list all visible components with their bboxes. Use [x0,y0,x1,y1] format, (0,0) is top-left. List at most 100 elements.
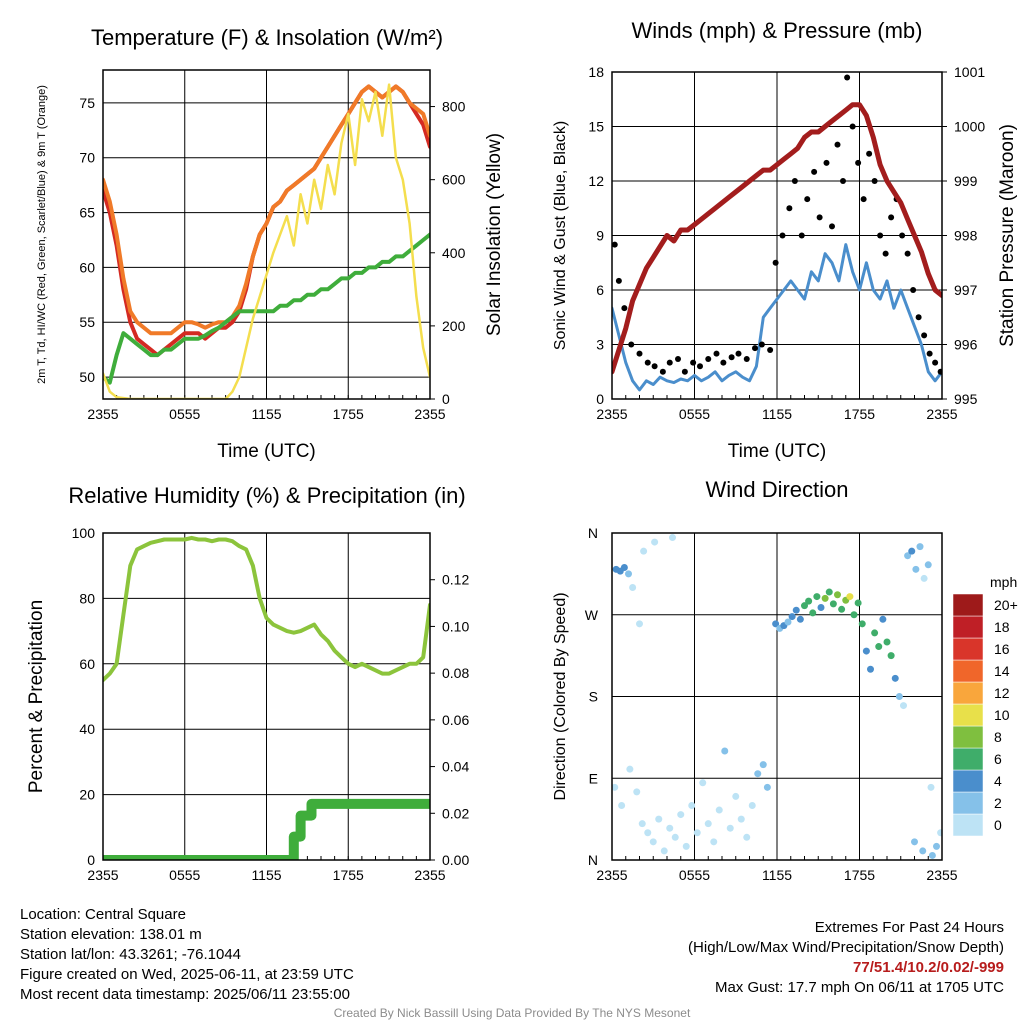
colorbar-tick-label: 18 [994,619,1010,635]
wind-direction-point [666,824,674,832]
wind-direction-point [927,783,935,791]
wind-direction-point [640,547,648,555]
wind-direction-point [655,815,663,823]
y-tick-label: 20 [79,787,95,803]
wind-direction-point [626,765,634,773]
x-tick-label: 2355 [596,406,627,422]
colorbar-swatch [952,747,984,771]
wind-direction-point [937,829,942,837]
gust-point [697,363,703,370]
colorbar-swatch [952,615,984,639]
colorbar-tick-label: 12 [994,685,1010,701]
y-tick-label: N [588,525,598,541]
x-tick-label: 2355 [414,867,445,883]
x-tick-label: 1155 [251,406,281,422]
y-tick-label: 60 [79,656,95,672]
wind-direction-point [801,602,808,610]
colorbar-tick-label: 0 [994,817,1002,833]
gust-point [866,150,873,157]
plot-frame [102,69,431,400]
y-right-tick-label: 997 [954,282,978,298]
gust-point [786,205,793,212]
y-right-tick-label: 0.02 [442,805,469,821]
x-tick-label: 0555 [169,406,200,422]
y-axis-label-left: Direction (Colored By Speed) [552,592,569,800]
x-tick-label: 2355 [926,867,957,883]
wind-direction-point [928,851,936,859]
wind-direction-point [677,811,685,819]
gust-point [840,178,846,184]
wind-direction-point [651,538,659,546]
x-tick-label: 1755 [844,867,875,883]
wind-direction-point [748,802,756,809]
y-axis-label-left: 2m T, Td, HI/WC (Red, Green, Scarlet/Blu… [36,85,48,384]
y-tick-label: S [589,689,598,705]
gust-point [910,287,917,293]
colorbar-tick-label: 2 [994,795,1002,811]
gust-point [767,346,774,353]
gust-point [823,159,830,166]
gust-point [882,250,889,257]
y-right-tick-label: 400 [442,245,466,261]
gust-point [758,341,765,348]
series-sonic-wind [612,243,942,392]
plot-frame [611,532,943,861]
y-tick-label: 65 [79,205,95,221]
series-station-pressure [612,102,942,375]
y-tick-label: 9 [596,228,604,244]
x-tick-label: 2355 [87,867,118,883]
x-tick-label: 1155 [762,867,792,883]
y-tick-label: 70 [79,150,95,166]
plot-area [612,534,942,859]
y-tick-label: 40 [79,721,95,737]
colorbar-swatch [952,813,984,837]
y-right-tick-label: 1000 [954,119,985,135]
wind-direction-point [792,606,800,614]
wind-direction-point [846,593,854,601]
wind-direction-point [737,815,745,823]
gust-point [877,232,884,239]
gust-point [735,350,742,357]
gust-point [921,332,928,339]
y-right-tick-label: 0 [442,391,450,407]
gust-point [666,359,673,366]
gust-point [651,363,658,370]
wind-direction-point [912,565,920,573]
station-location: Location: Central Square [20,906,186,923]
gust-point [636,350,643,357]
gust-point [713,350,720,357]
gust-point [915,314,922,321]
y-tick-label: 0 [87,852,95,868]
wind-direction-point [732,792,740,800]
y-tick-label: 12 [588,173,604,189]
y-axis-label-right: Solar Insolation (Yellow) [484,133,505,336]
plot-area [103,83,430,399]
y-tick-label: 0 [596,391,604,407]
extremes-values: 77/51.4/10.2/0.02/-999 [853,959,1004,976]
y-right-tick-label: 0.08 [442,665,469,681]
colorbar-swatch [952,703,984,727]
wind-direction-point [638,820,646,828]
y-tick-label: E [589,770,598,786]
y-tick-label: 100 [72,525,96,541]
colorbar-tick-label: 6 [994,751,1002,767]
y-tick-label: N [588,852,598,868]
y-right-tick-label: 0.10 [442,618,469,634]
wind-direction-point [763,783,771,791]
wind-direction-point [920,574,928,582]
wind-direction-point [721,747,729,755]
x-tick-label: 0555 [169,867,200,883]
gust-point [621,305,628,312]
wind-direction-point [875,643,883,651]
gust-point [849,123,856,130]
y-tick-label: 3 [596,337,604,353]
plot-frame [102,532,431,861]
colorbar-tick-label: 4 [994,773,1002,789]
max-gust: Max Gust: 17.7 mph On 06/11 at 1705 UTC [714,979,1004,996]
colorbar-swatch [952,769,984,793]
gust-point [904,250,911,257]
y-right-tick-label: 996 [954,337,978,353]
gust-point [728,354,735,361]
wind-direction-point [699,779,707,787]
wind-direction-point [772,620,780,628]
